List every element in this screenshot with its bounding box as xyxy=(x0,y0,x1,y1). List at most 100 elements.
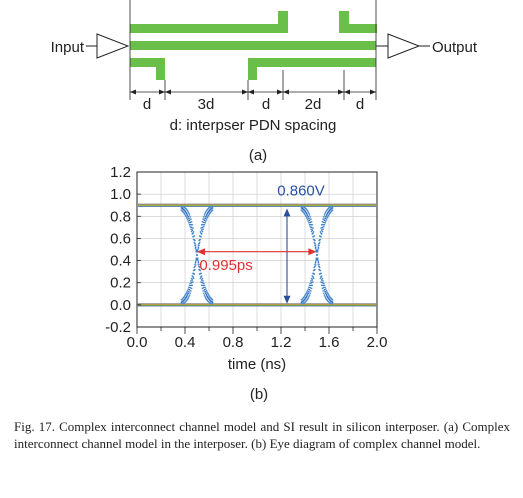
eye-transition-point xyxy=(187,288,190,290)
eye-transition-point xyxy=(200,275,203,277)
eye-transition-point xyxy=(185,292,187,295)
eye-transition-point xyxy=(317,247,320,250)
eye-transition-point xyxy=(309,292,312,295)
output-label: Output xyxy=(432,39,478,56)
arrow-4-r xyxy=(283,89,289,95)
eye-transition-point xyxy=(187,220,190,222)
eye-transition-point xyxy=(198,241,201,244)
eye-transition-point xyxy=(203,219,206,222)
eye-transition-point xyxy=(322,216,325,218)
eye-transition-point xyxy=(316,250,319,253)
eye-transition-point xyxy=(195,257,198,260)
eye-transition-point xyxy=(211,299,214,301)
eye-transition-point xyxy=(194,247,197,250)
eye-transition-point xyxy=(306,289,309,292)
eye-height-arrowhead-bottom xyxy=(283,295,291,304)
eye-transition-point xyxy=(322,221,325,224)
eye-transition-point xyxy=(190,223,192,226)
eye-transition-point xyxy=(185,295,188,298)
eye-transition-point xyxy=(191,284,194,287)
eye-transition-point xyxy=(194,260,197,263)
eye-transition-point xyxy=(315,257,318,260)
eye-transition-point xyxy=(200,227,202,229)
eye-transition-point xyxy=(310,290,312,292)
eye-transition-point xyxy=(202,228,204,230)
eye-transition-point xyxy=(321,281,324,284)
eye-transition-point xyxy=(191,223,194,226)
eye-transition-point xyxy=(189,282,192,285)
eye-transition-point xyxy=(316,257,319,260)
eye-transition-point xyxy=(196,257,199,260)
eye-transition-point xyxy=(310,277,313,280)
eye-transition-point xyxy=(322,292,325,295)
eye-transition-point xyxy=(203,223,206,226)
eye-transition-point xyxy=(203,288,206,291)
arrow-5-r xyxy=(344,89,350,95)
eye-transition-point xyxy=(310,284,312,287)
eye-transition-point xyxy=(188,288,191,291)
x-tick-label: 0.0 xyxy=(127,334,148,351)
eye-transition-point xyxy=(322,225,325,228)
eye-transition-point xyxy=(312,238,315,241)
eye-transition-point xyxy=(319,277,322,280)
eye-transition-point xyxy=(323,219,326,222)
eye-transition-point xyxy=(204,220,207,222)
eye-transition-point xyxy=(202,218,204,220)
eye-transition-point xyxy=(196,254,198,256)
eye-transition-point xyxy=(202,292,205,295)
eye-transition-point xyxy=(319,269,322,272)
eye-transition-point xyxy=(205,218,208,221)
eye-transition-point xyxy=(309,282,312,285)
eye-transition-point xyxy=(189,216,192,218)
eye-transition-point xyxy=(318,244,320,247)
panel-label-a: (a) xyxy=(249,147,267,164)
eye-transition-point xyxy=(324,217,326,220)
eye-transition-point xyxy=(185,217,188,219)
x-tick-label: 2.0 xyxy=(367,334,388,351)
eye-transition-point xyxy=(203,284,206,287)
eye-transition-point xyxy=(320,272,322,275)
eye-transition-point xyxy=(193,241,196,244)
eye-transition-point xyxy=(310,226,313,229)
eye-transition-point xyxy=(309,216,312,218)
eye-transition-point xyxy=(331,209,334,211)
eye-transition-point xyxy=(319,230,322,233)
top-trace-left xyxy=(130,24,288,33)
eye-transition-point xyxy=(307,288,310,290)
eye-transition-point xyxy=(202,282,205,285)
figure-caption: Fig. 17. Complex interconnect channel mo… xyxy=(14,419,510,451)
eye-transition-point xyxy=(191,279,194,281)
eye-transition-point xyxy=(314,246,317,249)
eye-transition-point xyxy=(311,233,314,235)
y-tick-label: 0.0 xyxy=(110,297,131,314)
eye-transition-point xyxy=(320,235,322,238)
eye-transition-point xyxy=(310,218,312,220)
eye-transition-point xyxy=(316,254,318,256)
eye-transition-point xyxy=(311,279,314,281)
eye-transition-point xyxy=(186,294,189,296)
eye-transition-point xyxy=(331,301,334,304)
eye-transition-point xyxy=(190,226,193,229)
eye-transition-point xyxy=(324,290,326,293)
eye-transition-point xyxy=(191,233,194,235)
eye-transition-point xyxy=(308,223,311,226)
eye-transition-point xyxy=(185,291,188,294)
eye-transition-point xyxy=(205,289,208,292)
eye-transition-point xyxy=(311,275,314,277)
top-trace-right xyxy=(339,24,377,33)
eye-transition-point xyxy=(190,290,192,292)
eye-transition-point xyxy=(202,221,205,224)
eye-transition-point xyxy=(192,272,194,275)
eye-transition-point xyxy=(310,287,313,290)
eye-transition-point xyxy=(323,284,326,287)
eye-transition-point xyxy=(311,284,314,287)
eye-transition-point xyxy=(204,215,207,218)
eye-height-arrowhead-top xyxy=(283,208,291,217)
eye-transition-point xyxy=(204,217,206,220)
eye-transition-point xyxy=(201,220,204,223)
eye-transition-point xyxy=(190,281,193,284)
eye-transition-point xyxy=(204,295,206,298)
eye-transition-point xyxy=(322,280,324,282)
eye-transition-point xyxy=(305,217,308,219)
eye-transition-point xyxy=(320,233,323,235)
